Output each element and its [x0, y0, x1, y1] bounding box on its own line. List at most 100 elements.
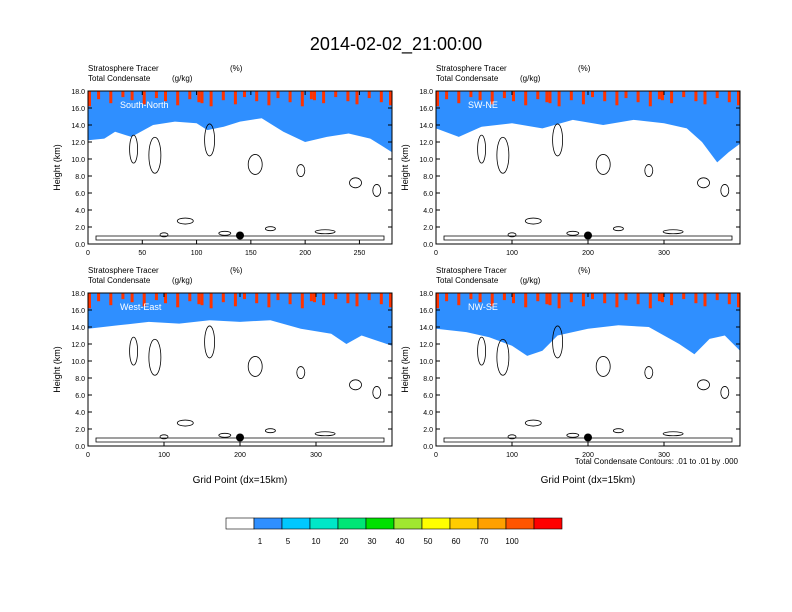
y-tick-label: 0.0 [423, 444, 433, 451]
condensate-contour [95, 437, 385, 443]
condensate-contour [296, 164, 306, 177]
tracer-streak [221, 293, 225, 303]
y-tick-label: 4.0 [423, 208, 433, 215]
y-tick-label: 0.0 [75, 242, 85, 249]
tracer-streak [322, 91, 326, 104]
tracer-streak [436, 91, 439, 107]
condensate-contour [496, 136, 510, 174]
colorbar-label: 1 [258, 537, 263, 546]
y-tick-label: 4.0 [75, 410, 85, 417]
x-tick-label: 100 [191, 250, 203, 257]
x-axis-label: Grid Point (dx=15km) [541, 475, 636, 486]
panel-2: 0.0 2.0 4.0 6.0 8.0 10.0 12.0 14.0 16.0 18.0 0 100 2… [400, 64, 741, 257]
colorbar: 1 5 10 20 30 40 50 60 70 100 [225, 517, 563, 546]
tracer-streak [737, 293, 740, 308]
condensate-contour [176, 419, 194, 427]
condensate-contour [148, 338, 162, 376]
y-tick-label: 8.0 [423, 174, 433, 181]
y-tick-label: 16.0 [71, 308, 85, 315]
tracer-streak [502, 293, 506, 301]
condensate-contour [662, 431, 684, 437]
x-tick-label: 250 [354, 250, 366, 257]
tracer-band [436, 293, 740, 356]
condensate-contour [477, 134, 487, 164]
tracer-label: Stratosphere Tracer [88, 266, 159, 275]
tracer-streak [313, 293, 316, 303]
condensate-contour [566, 432, 580, 438]
y-tick-label: 2.0 [423, 225, 433, 232]
y-tick-label: 0.0 [75, 444, 85, 451]
tracer-streak [445, 91, 449, 100]
x-tick-label: 100 [158, 452, 170, 459]
colorbar-swatch [337, 517, 367, 530]
tracer-streak [267, 293, 271, 308]
tracer-streak [197, 91, 201, 103]
tracer-streak [703, 91, 707, 105]
contour-footnote: Total Condensate Contours: .01 to .01 by… [575, 457, 739, 466]
x-tick-label: 200 [582, 452, 594, 459]
x-tick-label: 0 [86, 250, 90, 257]
tracer-streak [188, 293, 192, 302]
condensate-contour [552, 325, 563, 359]
tracer-streak [703, 293, 707, 307]
colorbar-swatch [309, 517, 339, 530]
tracer-streak [209, 293, 213, 309]
colorbar-label: 40 [396, 537, 405, 546]
x-tick-label: 0 [434, 452, 438, 459]
condensate-contour [264, 226, 276, 232]
y-tick-label: 16.0 [419, 308, 433, 315]
tracer-streak [97, 91, 101, 100]
condensate-contour [443, 235, 733, 241]
y-tick-label: 2.0 [423, 427, 433, 434]
tracer-streak [624, 293, 628, 301]
colorbar-label: 70 [480, 537, 489, 546]
colorbar-label: 5 [286, 537, 291, 546]
tracer-streak [490, 91, 494, 105]
tracer-streak [524, 293, 528, 308]
tracer-streak [109, 91, 113, 104]
tracer-streak [255, 91, 259, 102]
tracer-streak [267, 91, 271, 106]
condensate-label: Total Condensate [436, 74, 499, 83]
condensate-contour [159, 434, 169, 440]
colorbar-swatch [421, 517, 451, 530]
tracer-streak [367, 293, 371, 301]
figure-title: 2014-02-02_21:00:00 [310, 34, 482, 55]
tracer-streak [548, 293, 552, 306]
condensate-contour [349, 379, 362, 391]
y-tick-label: 8.0 [423, 376, 433, 383]
condensate-unit: (g/kg) [172, 276, 193, 285]
location-marker [584, 433, 592, 442]
tracer-streak [648, 91, 652, 107]
condensate-contour [95, 235, 385, 241]
tracer-streak [727, 293, 731, 305]
y-axis-label: Height (km) [52, 144, 62, 191]
tracer-streak [288, 91, 292, 103]
condensate-contour [218, 432, 232, 438]
y-tick-label: 16.0 [419, 106, 433, 113]
tracer-streak [255, 293, 259, 304]
y-tick-label: 10.0 [419, 157, 433, 164]
colorbar-label: 10 [312, 537, 321, 546]
tracer-streak [661, 91, 664, 101]
tracer-streak [457, 91, 461, 104]
panel-3: 0.0 2.0 4.0 6.0 8.0 10.0 12.0 14.0 16.0 18.0 0 100 2… [52, 266, 393, 486]
colorbar-swatch [281, 517, 311, 530]
tracer-streak [88, 293, 91, 309]
tracer-streak [715, 293, 719, 301]
tracer-streak [737, 91, 740, 106]
tracer-streak [657, 91, 661, 100]
condensate-contour [644, 164, 654, 177]
condensate-contour [443, 437, 733, 443]
tracer-streak [636, 91, 640, 103]
tracer-streak [379, 293, 383, 305]
condensate-contour [477, 336, 487, 366]
panels: 0.0 2.0 4.0 6.0 8.0 10.0 12.0 14.0 16.0 18.0 0 50 10… [52, 64, 741, 486]
y-tick-label: 10.0 [71, 359, 85, 366]
tracer-streak [313, 91, 316, 101]
tracer-streak [512, 293, 515, 304]
tracer-band [436, 91, 740, 163]
colorbar-swatch [449, 517, 479, 530]
x-tick-label: 100 [506, 452, 518, 459]
